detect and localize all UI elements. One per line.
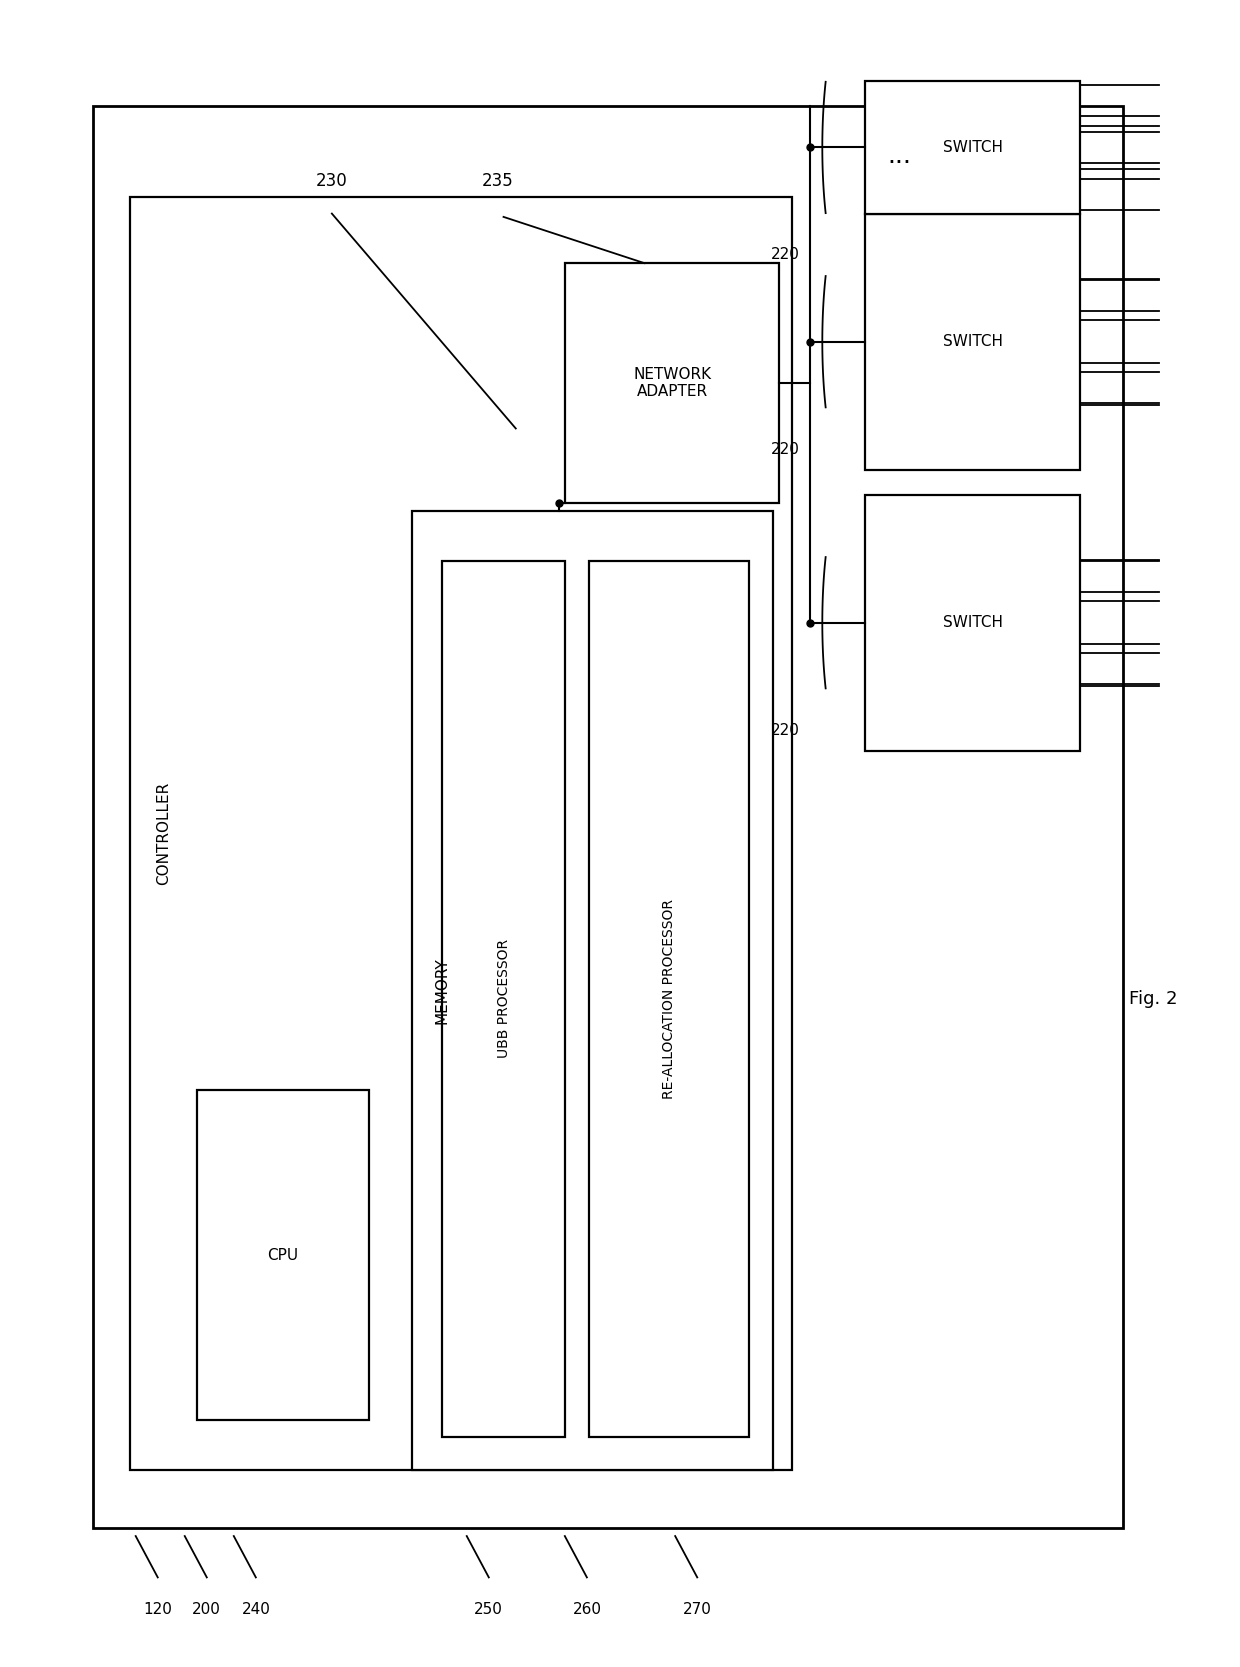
Text: CONTROLLER: CONTROLLER — [156, 782, 171, 885]
Text: ...: ... — [887, 143, 911, 168]
Text: MEMORY: MEMORY — [435, 957, 450, 1024]
Text: 235: 235 — [481, 172, 513, 190]
Text: NETWORK
ADAPTER: NETWORK ADAPTER — [634, 367, 712, 398]
Text: SWITCH: SWITCH — [942, 140, 1002, 155]
Text: 120: 120 — [144, 1602, 172, 1617]
Text: 230: 230 — [316, 172, 347, 190]
Bar — [866, 495, 1080, 750]
Text: CPU: CPU — [268, 1247, 299, 1262]
Bar — [197, 1090, 368, 1420]
Text: SWITCH: SWITCH — [942, 333, 1002, 348]
Text: 240: 240 — [242, 1602, 270, 1617]
Text: UBB PROCESSOR: UBB PROCESSOR — [496, 939, 511, 1059]
Text: SWITCH: SWITCH — [942, 615, 1002, 630]
Text: 220: 220 — [771, 247, 800, 262]
Text: 220: 220 — [771, 442, 800, 457]
Bar — [93, 107, 1122, 1529]
Bar — [866, 82, 1080, 213]
Bar — [443, 560, 565, 1437]
Text: 220: 220 — [771, 723, 800, 738]
Bar — [589, 560, 749, 1437]
Text: Fig. 2: Fig. 2 — [1130, 990, 1178, 1009]
Bar — [129, 197, 791, 1470]
Bar — [866, 213, 1080, 470]
Text: 270: 270 — [683, 1602, 712, 1617]
Bar — [412, 512, 774, 1470]
Bar — [565, 263, 780, 503]
Text: 200: 200 — [192, 1602, 221, 1617]
Text: 250: 250 — [475, 1602, 503, 1617]
Text: RE-ALLOCATION PROCESSOR: RE-ALLOCATION PROCESSOR — [662, 899, 676, 1099]
Text: 260: 260 — [573, 1602, 601, 1617]
